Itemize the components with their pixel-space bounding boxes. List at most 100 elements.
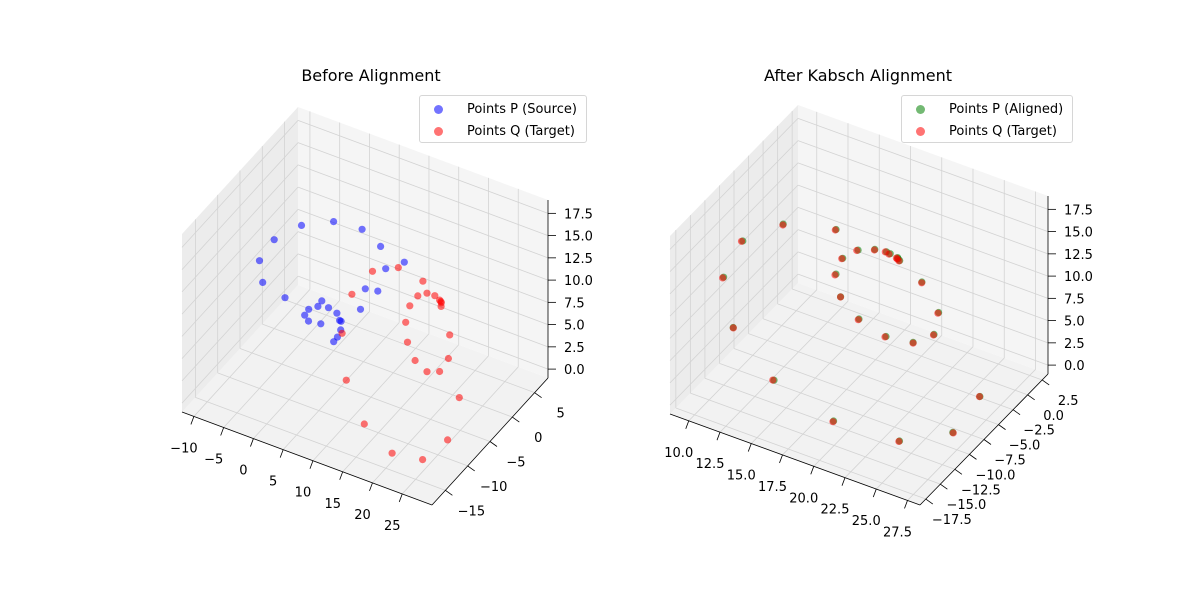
data-point-q: [436, 296, 444, 304]
data-point-p: [324, 304, 333, 312]
data-point-p: [330, 218, 338, 226]
data-point-p: [301, 311, 309, 319]
legend-marker-icon: [916, 126, 925, 136]
y-tick: [969, 454, 977, 460]
y-tick-label: −10.0: [976, 468, 1016, 483]
gridline-z: [297, 275, 549, 370]
z-tick-label: 12.5: [1064, 248, 1093, 263]
z-tick-label: 2.5: [564, 341, 585, 356]
data-point-p: [281, 294, 289, 302]
x-tick-label: 10.0: [664, 446, 693, 461]
y-tick-label: −12.5: [961, 483, 1001, 498]
x-tick-label: 25.0: [852, 514, 881, 529]
y-tick-label: 5: [556, 407, 564, 422]
gridline-z: [181, 231, 299, 359]
data-point-q: [909, 339, 917, 347]
data-point-q: [437, 302, 445, 310]
gridline-z: [181, 275, 299, 404]
x-tick: [250, 438, 254, 447]
z-tick-label: 17.5: [564, 207, 593, 222]
data-point-q: [975, 393, 984, 401]
z-tick-label: 7.5: [564, 296, 585, 311]
data-point-p: [317, 320, 325, 328]
x-tick: [872, 488, 877, 498]
axes-3d-1: 10.012.515.017.520.022.525.027.5−17.5−15…: [664, 105, 1093, 540]
y-tick: [467, 465, 475, 472]
data-point-q: [918, 279, 926, 287]
y-tick-label: 0: [534, 431, 542, 446]
y-tick-label: −10: [480, 480, 507, 495]
y-tick-label: 0.0: [1043, 409, 1064, 424]
data-point-q: [446, 331, 454, 339]
data-point-q: [342, 376, 350, 384]
legend-before: Points P (Source) Points Q (Target): [419, 95, 587, 143]
data-point-q: [895, 437, 903, 445]
y-tick-label: −2.5: [1023, 424, 1055, 439]
gridline-z: [181, 120, 299, 248]
data-point-p: [400, 258, 408, 266]
data-point-q: [893, 255, 901, 263]
gridline-y: [262, 323, 513, 418]
x-tick: [810, 466, 815, 475]
back-pane: [298, 107, 548, 378]
y-tick: [1027, 394, 1035, 401]
y-tick-label: −15: [458, 504, 485, 519]
data-point-p: [318, 297, 326, 305]
z-tick-label: 10.0: [564, 274, 593, 289]
data-point-q: [403, 338, 412, 346]
x-tick-label: 20.0: [789, 491, 818, 506]
data-point-p: [259, 278, 267, 286]
data-point-q: [436, 367, 444, 376]
data-point-q: [881, 248, 889, 256]
gridline-y: [239, 348, 491, 442]
x-tick-label: 15: [324, 497, 341, 512]
x-tick: [220, 427, 225, 436]
y-tick: [983, 439, 992, 445]
legend-label: Points Q (Target): [467, 123, 575, 139]
gridline-y: [733, 348, 985, 440]
legend-entry: Points P (Aligned): [910, 98, 1064, 120]
gridline-z: [297, 142, 549, 236]
x-tick: [190, 416, 195, 425]
data-point-q: [360, 420, 368, 428]
data-point-q: [829, 418, 837, 426]
x-tick-label: 5: [269, 475, 277, 490]
x-tick-label: 25: [384, 519, 401, 534]
data-point-p: [270, 236, 278, 244]
gridline-z: [297, 186, 549, 281]
data-point-q: [414, 292, 422, 300]
gridline-z: [669, 251, 799, 384]
gridline-y: [704, 377, 956, 470]
y-tick: [445, 490, 453, 496]
y-tick-label: −5: [506, 456, 525, 471]
x-tick: [747, 443, 752, 452]
y-tick: [954, 468, 963, 475]
data-point-q: [338, 329, 346, 337]
data-point-q: [455, 394, 463, 402]
data-point-q: [394, 264, 402, 272]
data-point-p: [255, 257, 264, 265]
gridline-y: [690, 392, 941, 485]
x-axis-line: [669, 413, 921, 506]
legend-marker-icon: [434, 126, 443, 136]
x-tick: [685, 420, 690, 429]
y-tick: [925, 498, 934, 505]
legend-marker-icon: [434, 104, 443, 114]
x-tick-label: 10: [295, 486, 312, 501]
x-tick: [369, 482, 373, 491]
gridline-y: [217, 372, 468, 467]
data-point-q: [388, 449, 396, 457]
z-tick-label: 7.5: [1064, 292, 1085, 307]
gridline-y: [284, 299, 535, 394]
data-point-q: [444, 436, 452, 444]
gridline-z: [797, 251, 1049, 344]
x-tick-label: 22.5: [821, 503, 850, 518]
y-tick-label: −7.5: [994, 454, 1026, 469]
gridline-y: [675, 407, 926, 500]
data-point-q: [831, 226, 839, 234]
data-point-q: [838, 255, 846, 263]
z-tick-label: 17.5: [1064, 203, 1093, 218]
gridline-z: [797, 162, 1049, 255]
z-tick-label: 15.0: [564, 230, 593, 245]
data-point-q: [402, 318, 410, 326]
